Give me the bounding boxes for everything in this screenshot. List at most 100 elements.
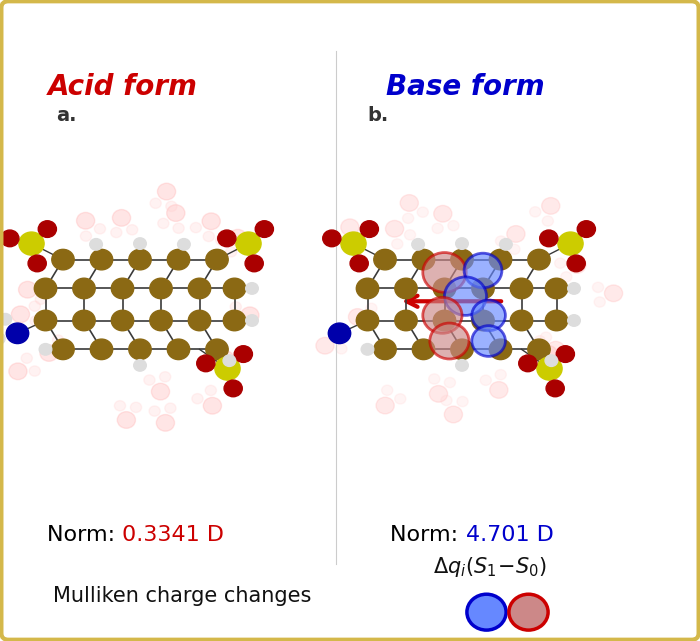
- Circle shape: [540, 230, 558, 247]
- Circle shape: [457, 396, 468, 406]
- Circle shape: [361, 344, 374, 355]
- Circle shape: [229, 229, 247, 246]
- Circle shape: [510, 278, 533, 299]
- Circle shape: [167, 339, 190, 360]
- Circle shape: [203, 231, 214, 242]
- Circle shape: [11, 306, 29, 322]
- Circle shape: [223, 355, 236, 367]
- Circle shape: [28, 255, 46, 272]
- Circle shape: [223, 310, 246, 331]
- Circle shape: [509, 244, 520, 254]
- Text: Mulliken charge changes: Mulliken charge changes: [52, 586, 312, 606]
- Circle shape: [351, 237, 362, 247]
- Circle shape: [236, 232, 261, 255]
- Circle shape: [166, 201, 177, 212]
- Circle shape: [246, 283, 258, 294]
- Text: a.: a.: [56, 106, 76, 125]
- Circle shape: [197, 355, 215, 372]
- Circle shape: [361, 224, 372, 235]
- Circle shape: [537, 357, 562, 380]
- Circle shape: [164, 403, 176, 413]
- Circle shape: [6, 323, 29, 344]
- Text: +: +: [477, 602, 496, 622]
- Circle shape: [114, 401, 125, 411]
- Text: −: −: [519, 602, 538, 622]
- Circle shape: [38, 279, 49, 290]
- Circle shape: [456, 238, 468, 249]
- Circle shape: [428, 374, 440, 384]
- Circle shape: [423, 297, 462, 333]
- Circle shape: [206, 249, 228, 270]
- Circle shape: [29, 366, 41, 376]
- Circle shape: [423, 253, 466, 292]
- Circle shape: [540, 332, 552, 342]
- Circle shape: [489, 339, 512, 360]
- Circle shape: [215, 357, 240, 380]
- Circle shape: [432, 223, 443, 233]
- Circle shape: [94, 224, 106, 234]
- Circle shape: [568, 283, 580, 294]
- Circle shape: [430, 323, 469, 359]
- Circle shape: [567, 255, 585, 272]
- Circle shape: [376, 397, 394, 414]
- Circle shape: [328, 323, 351, 344]
- Circle shape: [90, 249, 113, 270]
- Circle shape: [412, 249, 435, 270]
- Circle shape: [542, 216, 554, 226]
- Circle shape: [29, 301, 41, 312]
- Circle shape: [472, 300, 505, 331]
- Circle shape: [134, 360, 146, 371]
- Circle shape: [534, 335, 545, 345]
- Circle shape: [546, 380, 564, 397]
- Circle shape: [167, 204, 185, 221]
- Circle shape: [218, 230, 236, 247]
- Circle shape: [382, 385, 393, 395]
- Circle shape: [360, 221, 379, 237]
- Circle shape: [151, 383, 169, 400]
- Circle shape: [451, 249, 473, 270]
- Circle shape: [205, 385, 216, 395]
- Circle shape: [80, 231, 92, 241]
- Circle shape: [73, 310, 95, 331]
- Circle shape: [395, 310, 417, 331]
- Circle shape: [192, 394, 203, 404]
- Circle shape: [40, 345, 58, 362]
- Circle shape: [90, 339, 113, 360]
- Circle shape: [18, 281, 36, 298]
- Circle shape: [547, 342, 565, 358]
- Circle shape: [34, 310, 57, 331]
- Circle shape: [368, 318, 379, 328]
- Text: b.: b.: [368, 106, 388, 125]
- Circle shape: [400, 195, 419, 212]
- Circle shape: [480, 375, 491, 385]
- Text: Acid form: Acid form: [48, 72, 197, 101]
- Circle shape: [510, 310, 533, 331]
- Text: 0.3341 D: 0.3341 D: [122, 525, 225, 545]
- Circle shape: [402, 213, 414, 224]
- Circle shape: [417, 207, 428, 217]
- Circle shape: [149, 406, 160, 416]
- Circle shape: [30, 316, 41, 326]
- Circle shape: [76, 212, 94, 229]
- Circle shape: [542, 197, 560, 214]
- Circle shape: [216, 351, 234, 367]
- Circle shape: [350, 255, 368, 272]
- Circle shape: [433, 278, 456, 299]
- Circle shape: [578, 221, 596, 237]
- Circle shape: [167, 249, 190, 270]
- Circle shape: [366, 303, 377, 313]
- Circle shape: [158, 183, 176, 200]
- Circle shape: [533, 345, 545, 356]
- Circle shape: [229, 317, 240, 327]
- Circle shape: [34, 278, 57, 299]
- Circle shape: [188, 310, 211, 331]
- Circle shape: [496, 236, 507, 246]
- Circle shape: [323, 230, 341, 247]
- Circle shape: [160, 372, 171, 382]
- Circle shape: [374, 339, 396, 360]
- Circle shape: [341, 219, 359, 236]
- Circle shape: [234, 345, 253, 362]
- Circle shape: [316, 337, 334, 354]
- Circle shape: [129, 339, 151, 360]
- Circle shape: [444, 277, 486, 315]
